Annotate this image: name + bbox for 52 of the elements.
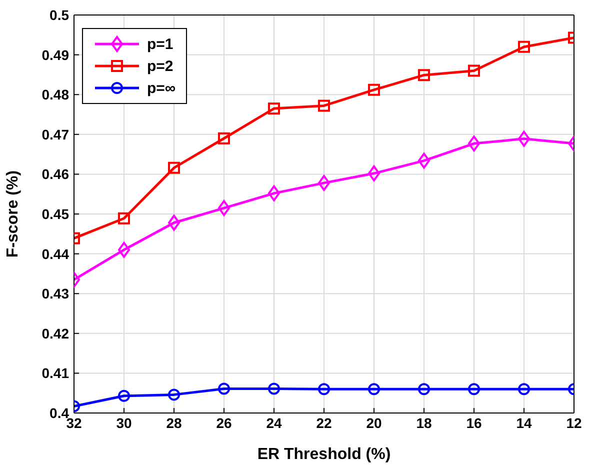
y-tick-label: 0.49 <box>42 46 70 63</box>
point <box>118 212 130 224</box>
y-tick-label: 0.45 <box>42 206 70 222</box>
x-tick-label: 24 <box>266 414 282 431</box>
point <box>518 130 530 147</box>
point <box>168 388 180 401</box>
legend-label: p=∞ <box>147 80 176 96</box>
y-tick-label: 0.46 <box>42 166 70 182</box>
point <box>418 383 430 396</box>
y-tick-label: 0.41 <box>42 365 70 382</box>
legend-label: p=1 <box>147 36 174 52</box>
x-tick-label: 20 <box>366 414 382 431</box>
x-tick-label: 28 <box>166 414 182 431</box>
point <box>268 102 280 115</box>
point <box>268 382 280 395</box>
x-tick-label: 14 <box>516 414 532 431</box>
x-tick-label: 16 <box>466 414 482 431</box>
point <box>418 69 430 82</box>
point <box>118 242 130 258</box>
point <box>118 390 130 402</box>
point <box>268 185 280 202</box>
x-tick-label: 18 <box>416 414 432 431</box>
x-axis-title: ER Threshold (%) <box>257 446 391 463</box>
y-tick-label: 0.47 <box>42 126 70 142</box>
x-tick-label: 30 <box>116 414 132 431</box>
y-tick-label: 0.5 <box>50 6 70 23</box>
point <box>218 200 230 216</box>
y-tick-label: 0.48 <box>42 86 70 103</box>
y-axis-title: F-score (%) <box>4 170 22 258</box>
point <box>518 383 530 396</box>
point <box>518 40 530 53</box>
point <box>218 382 230 395</box>
legend-label: p=2 <box>147 58 174 74</box>
point <box>168 214 180 231</box>
point <box>418 152 430 169</box>
point <box>168 162 180 174</box>
point <box>368 383 380 396</box>
y-tick-label: 0.43 <box>42 286 70 302</box>
y-tick-label: 0.42 <box>42 325 70 342</box>
x-tick-label: 12 <box>566 414 582 431</box>
y-tick-label: 0.44 <box>42 246 70 262</box>
point <box>468 64 480 77</box>
point <box>468 383 480 396</box>
point <box>318 100 330 112</box>
point <box>318 383 330 396</box>
point <box>318 174 330 191</box>
point <box>368 165 380 182</box>
point <box>468 136 480 152</box>
x-tick-label: 22 <box>316 414 332 431</box>
point <box>218 132 230 144</box>
x-tick-label: 26 <box>216 414 232 431</box>
point <box>368 84 380 96</box>
